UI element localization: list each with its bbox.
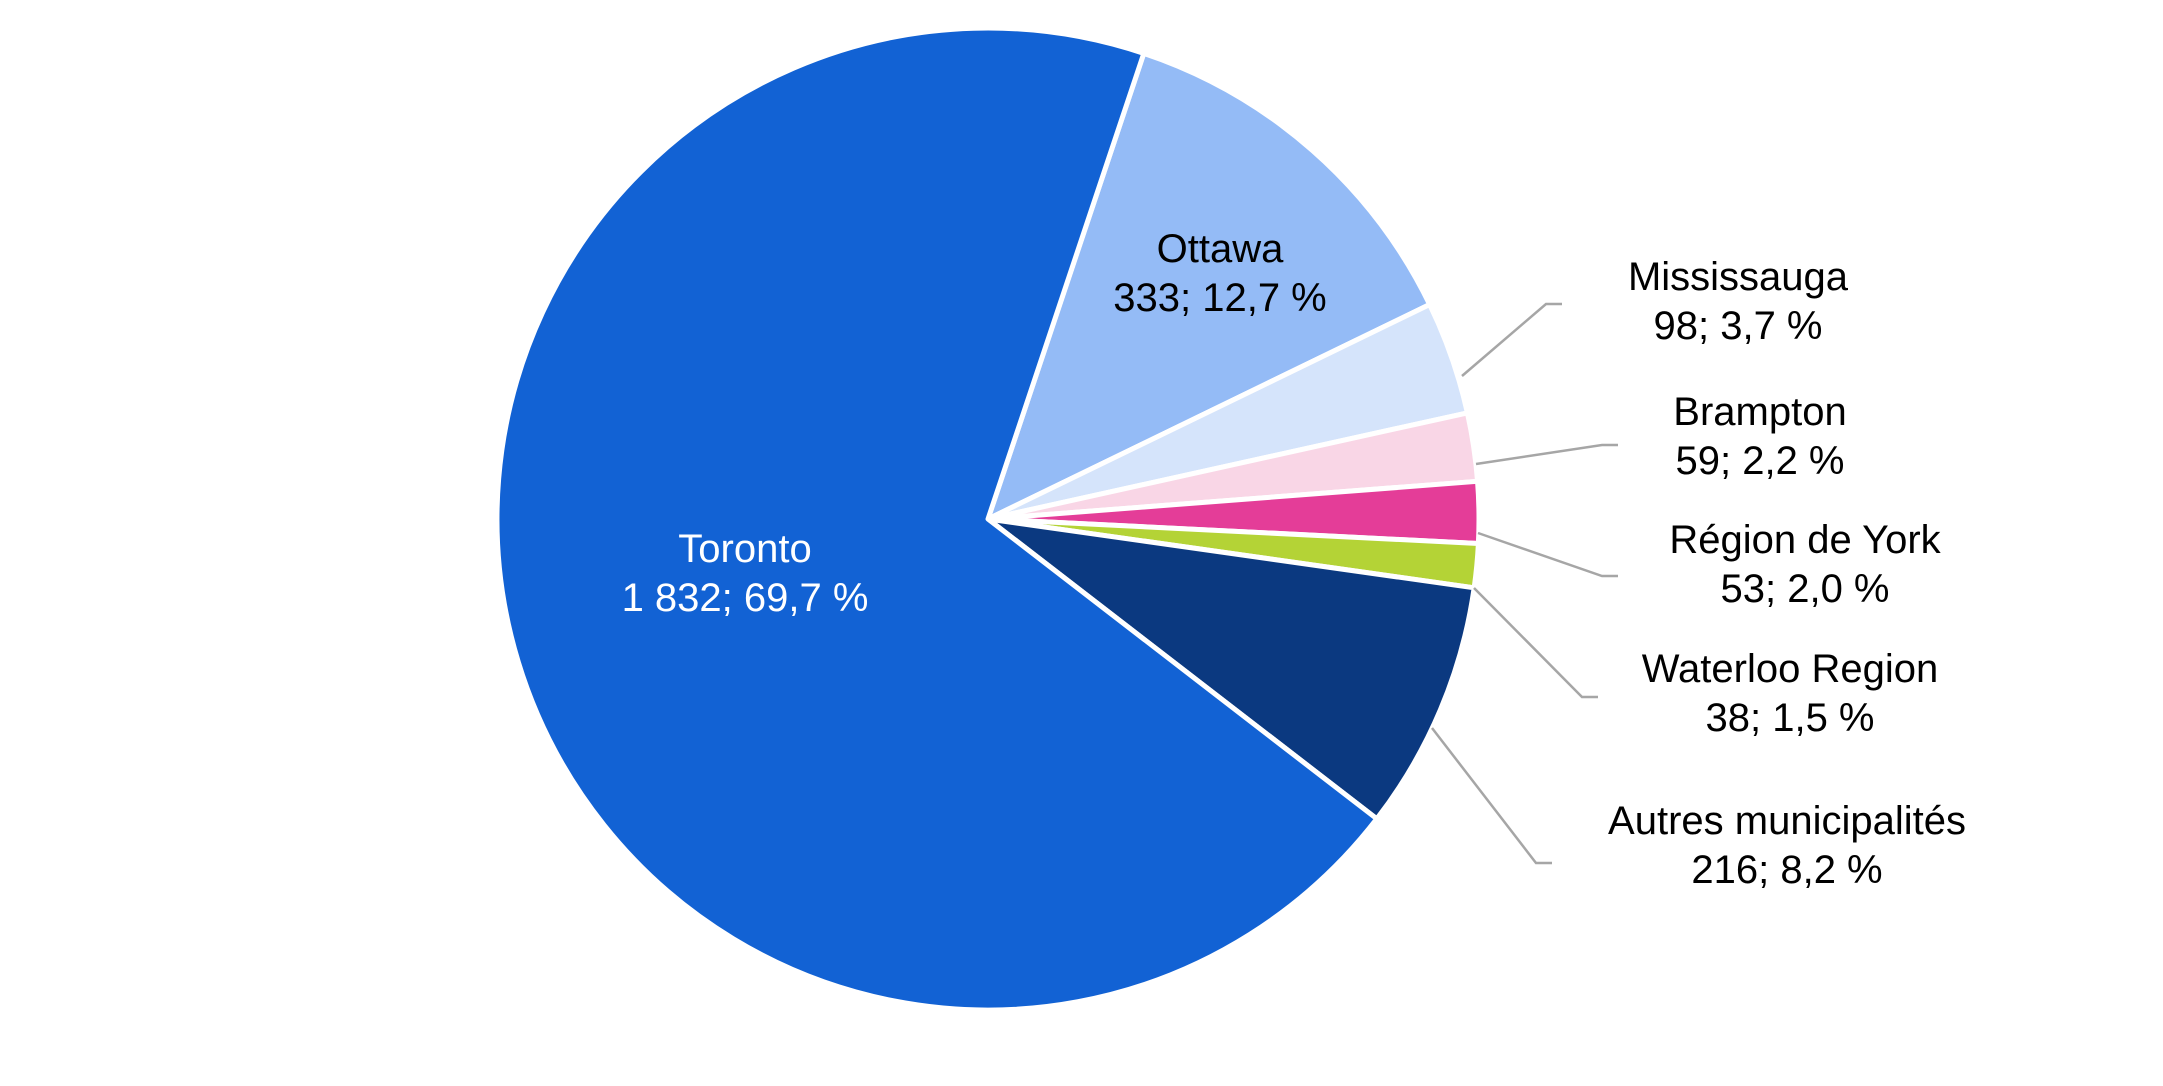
data-label-value-region-de-york: 53; 2,0 % bbox=[1720, 567, 1889, 611]
pie-slice-ottawa bbox=[985, 50, 1433, 522]
data-label-value-brampton: 59; 2,2 % bbox=[1675, 439, 1844, 483]
data-label-name-region-de-york: Région de York bbox=[1669, 518, 1941, 562]
data-label-name-ottawa: Ottawa bbox=[1157, 227, 1284, 271]
data-label-brampton: Brampton 59; 2,2 % bbox=[1673, 390, 1846, 483]
data-label-value-ottawa: 333; 12,7 % bbox=[1113, 276, 1327, 320]
data-label-name-autres-municipalites: Autres municipalités bbox=[1608, 799, 1966, 843]
data-label-value-mississauga: 98; 3,7 % bbox=[1653, 304, 1822, 348]
slices-layer bbox=[494, 25, 1482, 1013]
data-label-name-toronto: Toronto bbox=[678, 527, 811, 571]
pie-slice-toronto bbox=[494, 25, 1380, 1013]
data-label-toronto: Toronto 1 832; 69,7 % bbox=[622, 527, 869, 620]
data-label-name-brampton: Brampton bbox=[1673, 390, 1846, 434]
data-label-autres-municipalites: Autres municipalités 216; 8,2 % bbox=[1608, 799, 1966, 892]
data-label-name-waterloo-region: Waterloo Region bbox=[1642, 647, 1938, 691]
leader-line-brampton bbox=[1475, 443, 1618, 466]
leader-lines-layer bbox=[1431, 302, 1618, 865]
leader-line-mississauga bbox=[1461, 302, 1562, 377]
data-label-ottawa: Ottawa 333; 12,7 % bbox=[1113, 227, 1327, 320]
leader-line-autres-municipalites bbox=[1431, 727, 1552, 865]
data-label-value-autres-municipalites: 216; 8,2 % bbox=[1691, 848, 1882, 892]
leader-line-waterloo-region bbox=[1473, 587, 1598, 699]
data-label-region-de-york: Région de York 53; 2,0 % bbox=[1669, 518, 1941, 611]
data-label-value-toronto: 1 832; 69,7 % bbox=[622, 576, 869, 620]
leader-line-region-de-york bbox=[1477, 531, 1618, 578]
pie-slice-autres-municipalites bbox=[985, 516, 1477, 822]
data-label-name-mississauga: Mississauga bbox=[1628, 255, 1849, 299]
labels-layer: Ottawa 333; 12,7 % Mississauga 98; 3,7 % Bra… bbox=[622, 227, 1966, 892]
data-label-mississauga: Mississauga 98; 3,7 % bbox=[1628, 255, 1849, 348]
data-label-waterloo-region: Waterloo Region 38; 1,5 % bbox=[1642, 647, 1938, 740]
data-label-value-waterloo-region: 38; 1,5 % bbox=[1705, 696, 1874, 740]
